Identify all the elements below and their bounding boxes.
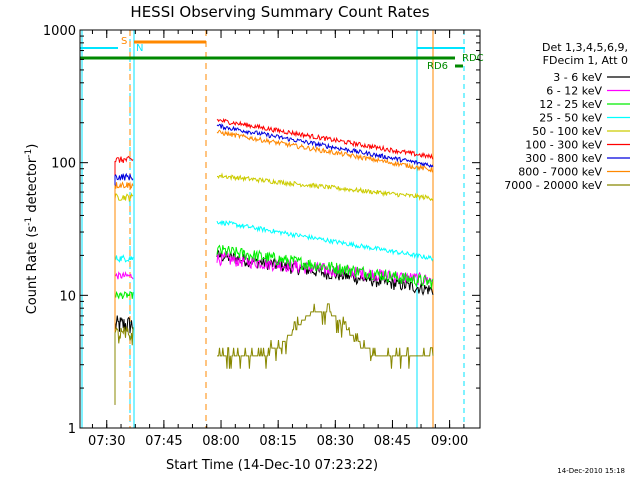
legend-label: 12 - 25 keV	[539, 98, 602, 111]
series-1	[114, 251, 434, 405]
y-axis-label: Count Rate (s-1 detector-1)	[24, 144, 40, 315]
series-line-main	[216, 172, 434, 202]
series-3	[114, 220, 434, 405]
y-tick-label: 1	[68, 422, 76, 437]
series-line-early	[114, 271, 134, 405]
plot-frame	[79, 29, 481, 429]
rdc-flag-label: RDC	[462, 53, 484, 64]
series-line-early	[114, 192, 134, 405]
series-line-early	[114, 326, 134, 405]
rd6-flag-label: RD6	[427, 61, 448, 72]
x-tick-label: 08:15	[259, 434, 296, 449]
y-tick-label: 100	[51, 157, 76, 172]
series-line-main	[217, 303, 434, 369]
legend-label: 25 - 50 keV	[539, 112, 602, 125]
legend: Det 1,3,4,5,6,9, FDecim 1, Att 0 3 - 6 k…	[504, 41, 630, 192]
series-line-early	[114, 290, 134, 405]
x-tick-label: 07:45	[145, 434, 182, 449]
series-line-main	[216, 251, 434, 286]
series-line-main	[216, 117, 434, 160]
legend-header-1: Det 1,3,4,5,6,9,	[542, 41, 628, 54]
series-line-main	[216, 123, 434, 168]
x-tick-label: 08:45	[374, 434, 411, 449]
x-axis-label: Start Time (14-Dec-10 07:23:22)	[166, 458, 378, 473]
series-line-early	[114, 155, 134, 405]
series-5	[114, 117, 434, 405]
x-tick-label: 09:00	[431, 434, 468, 449]
series-4	[114, 172, 434, 405]
series-line-early	[114, 254, 134, 405]
y-tick-label: 1000	[43, 24, 76, 39]
series-line-early	[114, 181, 134, 405]
series-line-main	[216, 129, 434, 173]
x-axis: 07:30 07:45 08:00 08:15 08:30 08:45 09:00	[88, 30, 468, 449]
legend-label: 6 - 12 keV	[546, 85, 602, 98]
y-axis: 1 10 100 1000	[43, 24, 480, 437]
x-tick-label: 08:30	[317, 434, 354, 449]
x-tick-label: 07:30	[88, 434, 125, 449]
y-tick-label: 10	[59, 289, 76, 304]
series-7	[114, 129, 434, 405]
night-flag-label: N	[136, 43, 143, 54]
series-line-early	[114, 172, 134, 405]
legend-label: 3 - 6 keV	[553, 71, 602, 84]
x-tick-label: 08:00	[202, 434, 239, 449]
chart-title: HESSI Observing Summary Count Rates	[130, 3, 429, 21]
legend-label: 7000 - 20000 keV	[504, 179, 602, 192]
legend-label: 800 - 7000 keV	[518, 166, 602, 179]
series-line-main	[216, 220, 434, 262]
footer-timestamp: 14-Dec-2010 15:18	[557, 467, 625, 475]
plot-area: SN RD6 RDC	[80, 30, 484, 428]
legend-label: 300 - 800 keV	[525, 152, 602, 165]
series-8	[114, 303, 434, 405]
saa-flag-label: S	[121, 36, 127, 47]
series-2	[114, 244, 434, 405]
series-6	[114, 123, 434, 405]
legend-label: 100 - 300 keV	[525, 139, 602, 152]
legend-header-2: FDecim 1, Att 0	[543, 54, 628, 67]
series-line-main	[216, 244, 434, 289]
series-line-early	[114, 315, 134, 405]
legend-label: 50 - 100 keV	[532, 125, 602, 138]
